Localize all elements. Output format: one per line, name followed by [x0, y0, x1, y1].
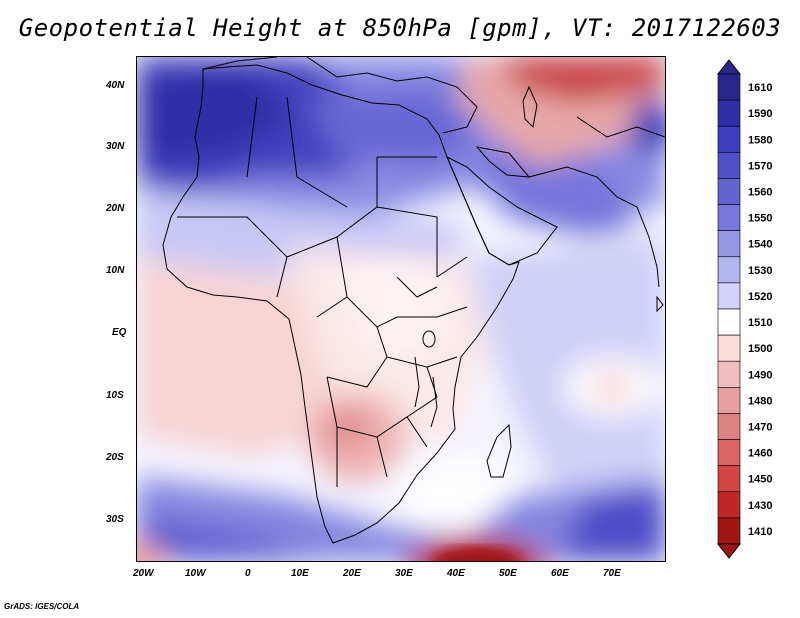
- coastlines: [162, 57, 665, 544]
- colorbar-swatch: [717, 491, 741, 519]
- colorbar-swatch: [717, 465, 741, 493]
- colorbar-label: 1450: [748, 474, 772, 486]
- lon-label: 40E: [447, 568, 465, 579]
- chart-title: Geopotential Height at 850hPa [gpm], VT:…: [18, 14, 782, 42]
- colorbar: 1610 1590 1580 1570 1560 1550 1540 1530 1520 1510…: [716, 59, 772, 559]
- lon-label: 0: [245, 568, 251, 579]
- colorbar-label: 1410: [748, 526, 772, 538]
- colorbar-label: 1530: [748, 265, 772, 277]
- lon-label: 70E: [603, 568, 621, 579]
- lat-label: 30N: [106, 141, 125, 152]
- colorbar-top-arrow: [716, 59, 742, 75]
- colorbar-swatch: [717, 125, 741, 153]
- lat-label: 10S: [106, 390, 124, 401]
- colorbar-label: 1510: [748, 317, 772, 329]
- colorbar-swatch: [717, 204, 741, 231]
- lat-label: 20S: [106, 452, 124, 463]
- lon-label: 60E: [551, 568, 569, 579]
- colorbar-label: 1560: [748, 187, 772, 199]
- lat-label: 10N: [106, 265, 125, 276]
- colorbar-swatch: [717, 439, 741, 466]
- lat-label: 30S: [106, 514, 124, 525]
- colorbar-swatch: [717, 334, 741, 362]
- colorbar-swatch: [717, 73, 741, 101]
- south-low-core: [433, 547, 521, 561]
- colorbar-label: 1460: [748, 448, 772, 460]
- lon-label: 10E: [291, 568, 309, 579]
- colorbar-swatch: [717, 256, 741, 284]
- colorbar-swatch: [717, 99, 741, 127]
- lon-label: 30E: [395, 568, 413, 579]
- colorbar-label: 1430: [748, 500, 772, 512]
- lat-label: EQ: [112, 327, 127, 338]
- colorbar-label: 1550: [748, 213, 772, 225]
- colorbar-label: 1610: [748, 82, 772, 94]
- colorbar-swatch: [717, 230, 741, 258]
- lat-label: 20N: [106, 203, 125, 214]
- map-plot-area: [136, 56, 666, 562]
- colorbar-swatch: [717, 387, 741, 414]
- colorbar-label: 1590: [748, 108, 772, 120]
- colorbar-swatch: [717, 178, 741, 205]
- colorbar-label: 1570: [748, 160, 772, 172]
- lakes: [414, 330, 438, 428]
- lon-label: 20W: [133, 568, 154, 579]
- lat-label: 40N: [106, 80, 125, 91]
- colorbar-label: 1580: [748, 134, 772, 146]
- colorbar-label: 1490: [748, 369, 772, 381]
- colorbar-swatch: [717, 517, 741, 545]
- colorbar-label: 1470: [748, 422, 772, 434]
- grads-credit: GrADS: IGES/COLA: [4, 602, 80, 611]
- lon-label: 20E: [343, 568, 361, 579]
- colorbar-label: 1520: [748, 291, 772, 303]
- lon-label: 50E: [499, 568, 517, 579]
- colorbar-swatch: [717, 413, 741, 440]
- colorbar-label: 1480: [748, 395, 772, 407]
- colorbar-swatch: [717, 308, 741, 336]
- colorbar-label: 1500: [748, 343, 772, 355]
- colorbar-swatch: [717, 360, 741, 388]
- colorbar-swatch: [717, 282, 741, 310]
- colorbar-bottom-arrow: [716, 543, 742, 559]
- map-svg: [137, 57, 665, 561]
- colorbar-swatch: [717, 152, 741, 179]
- colorbar-label: 1540: [748, 239, 772, 251]
- lon-label: 10W: [185, 568, 206, 579]
